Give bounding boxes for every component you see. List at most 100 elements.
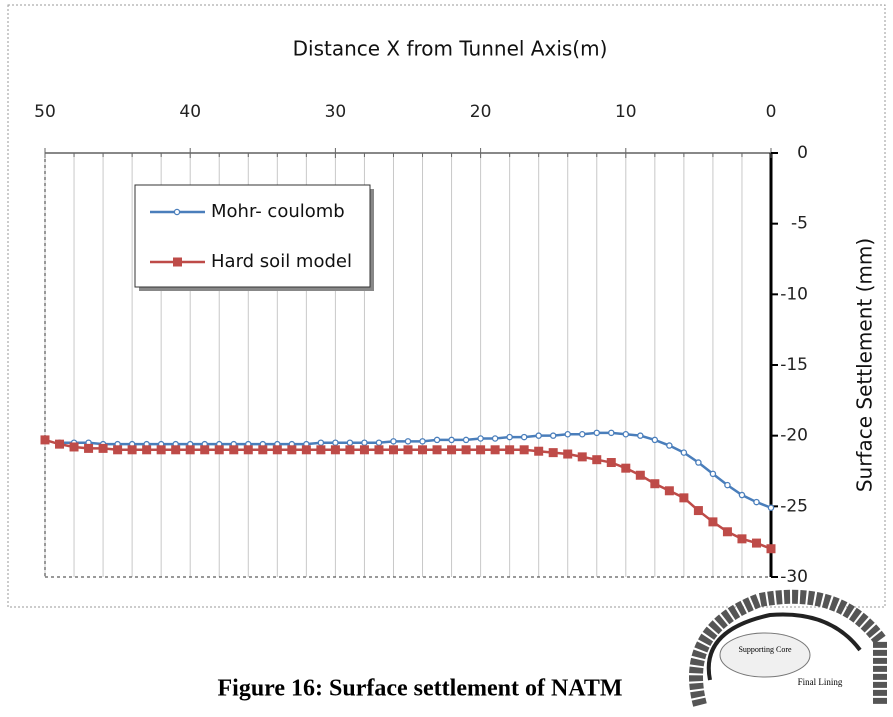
data-point (564, 431, 571, 438)
y-tick-label: -5 (791, 214, 808, 234)
y-tick-label: -30 (780, 567, 808, 587)
data-point (185, 445, 195, 455)
inset-core (719, 632, 811, 678)
data-point (651, 436, 659, 444)
x-tick-label: 30 (325, 102, 347, 122)
data-point (476, 445, 486, 455)
data-point (359, 445, 369, 455)
data-point (330, 445, 340, 455)
inset-core-label: Supporting Core (738, 645, 792, 654)
data-point (462, 436, 470, 444)
y-tick-label: 0 (797, 143, 808, 163)
plot: 50 40 30 20 10 0 0 -5 -10 -15 -20 -25 -30 (34, 102, 808, 587)
data-point (679, 493, 689, 503)
chart-frame (7, 4, 886, 608)
inset-inner (706, 612, 862, 681)
data-point (113, 445, 123, 455)
data-point (432, 445, 442, 455)
data-point (390, 438, 397, 445)
data-point (490, 445, 500, 455)
data-point (606, 458, 616, 468)
data-point (491, 435, 499, 442)
data-point (666, 442, 673, 449)
data-point (388, 445, 398, 455)
data-point (520, 433, 528, 441)
data-point (374, 445, 384, 455)
data-point (447, 445, 457, 455)
data-point (578, 431, 586, 438)
data-point (724, 481, 731, 489)
data-point (40, 435, 50, 445)
data-point (695, 459, 702, 466)
caption: Figure 16: Surface settlement of NATM (218, 676, 623, 702)
data-point (433, 436, 441, 444)
y-tick-label: -25 (780, 496, 808, 516)
data-point (753, 498, 760, 506)
data-point (301, 445, 311, 455)
data-point (171, 445, 181, 455)
data-point (635, 470, 645, 480)
data-point (243, 445, 253, 455)
data-point (751, 538, 761, 548)
data-point (593, 429, 601, 437)
data-point (664, 486, 674, 496)
legend-box (134, 184, 371, 288)
y-tick-label: -10 (780, 284, 808, 304)
legend: Mohr- coulomb Hard soil model (134, 184, 374, 291)
data-point (622, 431, 630, 438)
data-point (69, 442, 79, 452)
data-point (403, 445, 413, 455)
y-tick-label: -15 (780, 355, 808, 375)
data-point (680, 449, 688, 456)
legend-label: Mohr- coulomb (211, 201, 345, 222)
data-point (766, 544, 776, 554)
data-point (505, 445, 515, 455)
data-point (548, 448, 558, 458)
legend-marker (173, 257, 182, 267)
data-point (448, 436, 455, 444)
data-point (317, 439, 325, 446)
data-point (98, 443, 108, 453)
data-point (287, 445, 297, 455)
data-point (650, 479, 660, 489)
chart-title: Distance X from Tunnel Axis(m) (293, 37, 608, 61)
data-point (461, 445, 471, 455)
data-point (345, 445, 355, 455)
data-point (534, 446, 544, 456)
data-point (200, 445, 210, 455)
x-tick-label: 50 (34, 102, 56, 122)
y-axis-label: Surface Settlement (mm) (853, 238, 877, 492)
data-point (418, 445, 428, 455)
x-tick-label: 10 (615, 102, 637, 122)
data-point (316, 445, 326, 455)
data-point (419, 438, 426, 445)
data-point (214, 445, 224, 455)
data-point (637, 432, 644, 439)
data-point (229, 445, 239, 455)
data-point (577, 452, 587, 462)
inset-lining-label: Final Lining (798, 677, 843, 687)
data-point (738, 491, 746, 499)
legend-marker (173, 208, 181, 216)
data-point (272, 445, 282, 455)
data-point (563, 449, 573, 459)
data-point (156, 445, 166, 455)
data-point (404, 438, 412, 445)
data-point (375, 439, 383, 446)
x-tick-label: 40 (179, 102, 201, 122)
data-point (84, 443, 94, 453)
x-tick-label: 20 (470, 102, 492, 122)
data-point (693, 506, 703, 516)
data-point (332, 439, 339, 446)
data-point (258, 445, 268, 455)
data-point (549, 432, 557, 439)
data-point (477, 435, 484, 442)
data-point (608, 429, 615, 437)
x-tick-label: 0 (766, 102, 777, 122)
data-point (722, 527, 732, 537)
data-point (361, 439, 368, 446)
data-point (592, 455, 602, 465)
y-tick-label: -20 (780, 426, 808, 446)
